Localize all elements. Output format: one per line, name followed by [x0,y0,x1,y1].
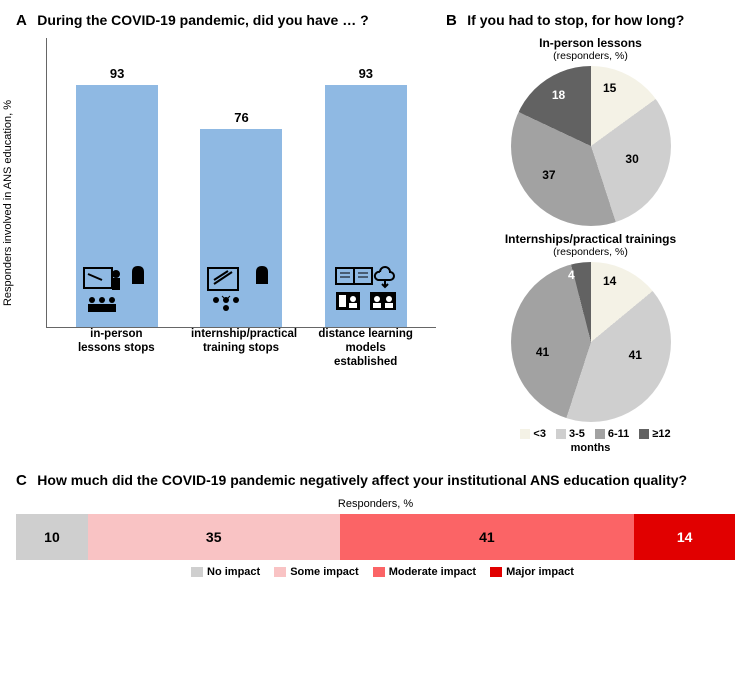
legend-label: <3 [533,428,546,440]
pie-charts: In-person lessons(responders, %)15303718… [446,36,735,422]
panel-a-label: A [16,12,27,29]
legend-swatch [639,429,649,439]
bar-chart-xlabels: in-personlessons stops internship/practic… [46,328,436,368]
legend-swatch [274,567,286,577]
panel-c-title: How much did the COVID-19 pandemic negat… [37,472,687,488]
legend-label: Moderate impact [389,566,476,578]
panel-c: C How much did the COVID-19 pandemic neg… [16,472,735,578]
legend-label: 6-11 [608,428,629,440]
bar [325,85,407,327]
bar-value-label: 76 [234,110,248,125]
panel-c-label: C [16,472,27,489]
panel-a-title: During the COVID-19 pandemic, did you ha… [37,12,368,28]
stacked-segment: 14 [634,514,735,560]
bar [200,129,282,327]
bar-chart-ylabel: Responders involved in ANS education, % [2,100,14,306]
panel-b-title: If you had to stop, for how long? [467,12,684,28]
top-row: A During the COVID-19 pandemic, did you … [16,12,735,454]
bar-icon [330,264,402,321]
pie-slice-label: 37 [542,168,555,182]
legend-swatch [556,429,566,439]
panel-a-header: A During the COVID-19 pandemic, did you … [16,12,436,30]
pie-slice-label: 15 [603,81,616,95]
panel-c-header: C How much did the COVID-19 pandemic neg… [16,472,735,490]
bar-xlabel: distance learningmodels established [316,328,416,368]
stacked-bar-wrap: Responders, % 10354114 No impact Some imp… [16,498,735,578]
legend-swatch [373,567,385,577]
bar-value-label: 93 [359,66,373,81]
panel-a: A During the COVID-19 pandemic, did you … [16,12,436,454]
stacked-segment: 35 [88,514,340,560]
pie-block: Internships/practical trainings(responde… [446,232,735,422]
bar-xlabel: in-personlessons stops [66,328,166,368]
pie-title: Internships/practical trainings [446,232,735,246]
pie-slice-label: 41 [629,348,642,362]
pie-slice-label: 30 [625,152,638,166]
pie-title: In-person lessons [446,36,735,50]
bar-col: 93 [67,66,167,327]
bar-icon [206,266,276,321]
pie-subtitle: (responders, %) [446,246,735,258]
legend-label: Major impact [506,566,574,578]
legend-label: No impact [207,566,260,578]
pie-legend: <3 3-5 6-11 ≥12 months [446,428,735,454]
pie-chart: 14 41 41 4 [511,262,671,422]
legend-swatch [595,429,605,439]
legend-label: 3-5 [569,428,585,440]
pie-surface [511,66,671,226]
stacked-bar-legend: No impact Some impact Moderate impact Major… [16,566,735,578]
pie-slice-label: 4 [568,268,575,282]
stacked-bar: 10354114 [16,514,735,560]
bar-col: 76 [191,110,291,327]
bar-icon [82,266,152,321]
bar-value-label: 93 [110,66,124,81]
panel-b-label: B [446,12,457,29]
pie-slice-label: 18 [552,88,565,102]
pie-slice-label: 14 [603,274,616,288]
stacked-segment: 41 [340,514,635,560]
legend-swatch [490,567,502,577]
panel-b: B If you had to stop, for how long? In-p… [446,12,735,454]
bar-col: 93 [316,66,416,327]
legend-swatch [520,429,530,439]
bar-xlabel: internship/practicaltraining stops [191,328,291,368]
pie-chart: 15 30 37 18 [511,66,671,226]
legend-label: Some impact [290,566,358,578]
stacked-bar-subtitle: Responders, % [16,498,735,510]
pie-block: In-person lessons(responders, %) 15 30 37 18 [446,36,735,226]
legend-swatch [191,567,203,577]
pie-subtitle: (responders, %) [446,50,735,62]
legend-label: ≥12 [652,428,670,440]
legend-axis-label: months [446,442,735,454]
stacked-segment: 10 [16,514,88,560]
pie-slice-label: 41 [536,345,549,359]
bar-chart: Responders involved in ANS education, % … [16,38,436,368]
bar [76,85,158,327]
panel-b-header: B If you had to stop, for how long? [446,12,735,30]
bar-chart-bars: 93 76 93 [46,38,436,328]
pie-surface [511,262,671,422]
